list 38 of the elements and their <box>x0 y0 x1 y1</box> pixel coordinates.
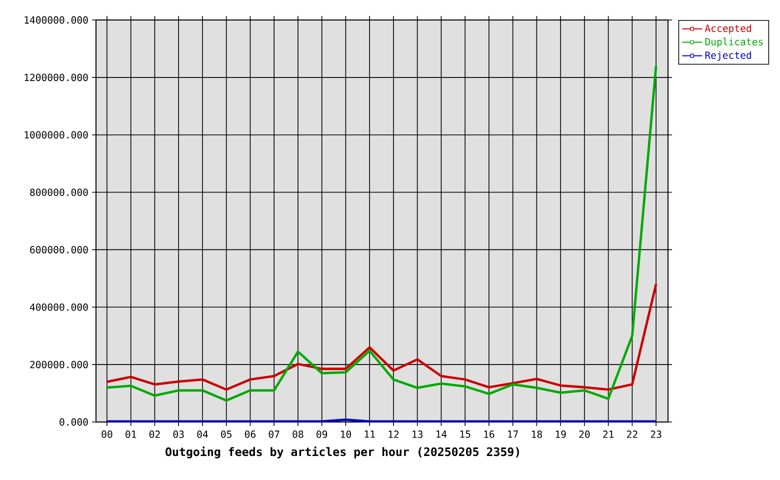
x-tick-label: 15 <box>460 430 470 438</box>
line-series <box>106 64 658 402</box>
legend-label: Accepted <box>704 24 751 34</box>
x-tick-label: 01 <box>126 430 136 438</box>
x-tick-label: 19 <box>556 430 566 438</box>
legend-label: Duplicates <box>705 38 763 48</box>
y-tick-label: 600000.000 <box>30 246 88 254</box>
x-tick-label: 12 <box>388 430 399 438</box>
x-tick-label: 23 <box>650 430 662 438</box>
legend-label: Rejected <box>705 51 751 61</box>
x-tick-label: 05 <box>221 430 232 438</box>
x-tick-label: 08 <box>292 430 304 438</box>
y-tick-label: 0.000 <box>60 418 88 426</box>
x-tick-label: 18 <box>532 430 542 438</box>
y-tick-label: 800000.000 <box>30 188 88 196</box>
y-tick-label: 1400000.000 <box>24 16 88 24</box>
y-tick-label: 1000000.000 <box>24 131 88 139</box>
x-tick-label: 06 <box>244 430 256 438</box>
x-tick-label: 20 <box>579 430 590 438</box>
x-tick-label: 17 <box>508 430 518 438</box>
x-tick-label: 02 <box>149 430 160 438</box>
line-series <box>106 282 658 391</box>
x-tick-label: 22 <box>627 430 638 438</box>
x-tick-label: 21 <box>603 430 614 438</box>
x-tick-label: 16 <box>484 430 494 438</box>
x-tick-label: 07 <box>268 430 280 438</box>
y-tick-label: 200000.000 <box>30 360 88 368</box>
x-tick-label: 09 <box>316 430 328 438</box>
x-tick-label: 11 <box>364 430 375 438</box>
x-tick-label: 13 <box>412 430 422 438</box>
x-tick-label: 00 <box>102 430 112 438</box>
y-tick-label: 400000.000 <box>30 303 88 311</box>
x-tick-label: 03 <box>173 430 184 438</box>
y-tick-label: 1200000.000 <box>24 74 88 82</box>
x-tick-label: 10 <box>340 430 351 438</box>
x-tick-label: 14 <box>436 430 447 438</box>
x-axis-title: Outgoing feeds by articles per hour (20250205 2359) <box>166 446 519 458</box>
x-tick-label: 04 <box>197 430 208 438</box>
